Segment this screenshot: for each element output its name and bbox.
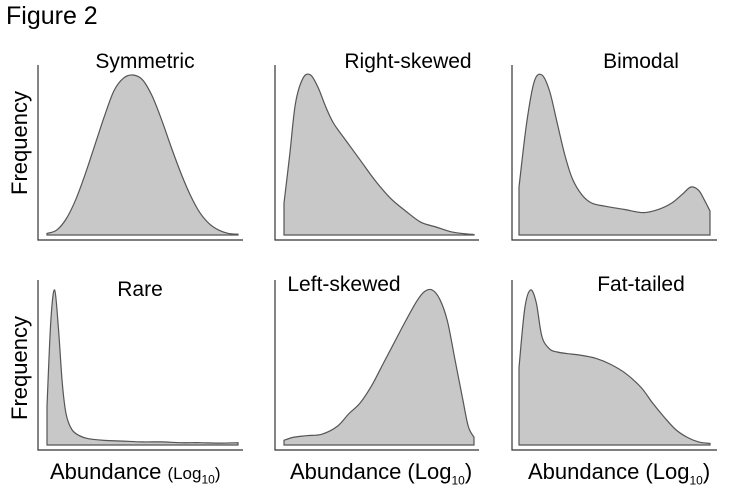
- axis-lines-3: [511, 65, 717, 241]
- axis-lines-5: [274, 280, 479, 451]
- density-area-bimodal: [518, 73, 711, 236]
- panel-title-3: Bimodal: [603, 50, 679, 73]
- panel-title-4: Rare: [117, 278, 163, 301]
- panel-title-6: Fat-tailed: [597, 273, 685, 296]
- axis-lines-4: [37, 280, 243, 451]
- panel-title-2: Right-skewed: [344, 50, 471, 73]
- axis-lines-1: [37, 65, 243, 241]
- density-area-right-skewed: [283, 73, 475, 236]
- x-axis-label-1: Abundance (Log10): [50, 459, 221, 487]
- axis-lines-6: [511, 280, 717, 451]
- x-axis-label-3: Abundance (Log10): [528, 459, 711, 488]
- density-area-left-skewed: [283, 288, 475, 446]
- figure-title: Figure 2: [6, 2, 98, 30]
- panel-title-5: Left-skewed: [287, 273, 400, 296]
- axis-lines-2: [274, 65, 479, 241]
- density-area-rare: [46, 289, 239, 446]
- x-axis-label-2: Abundance (Log10): [290, 459, 473, 488]
- density-area-symmetric: [46, 74, 239, 236]
- panel-title-1: Symmetric: [95, 50, 194, 73]
- density-area-fat-tailed: [518, 289, 711, 446]
